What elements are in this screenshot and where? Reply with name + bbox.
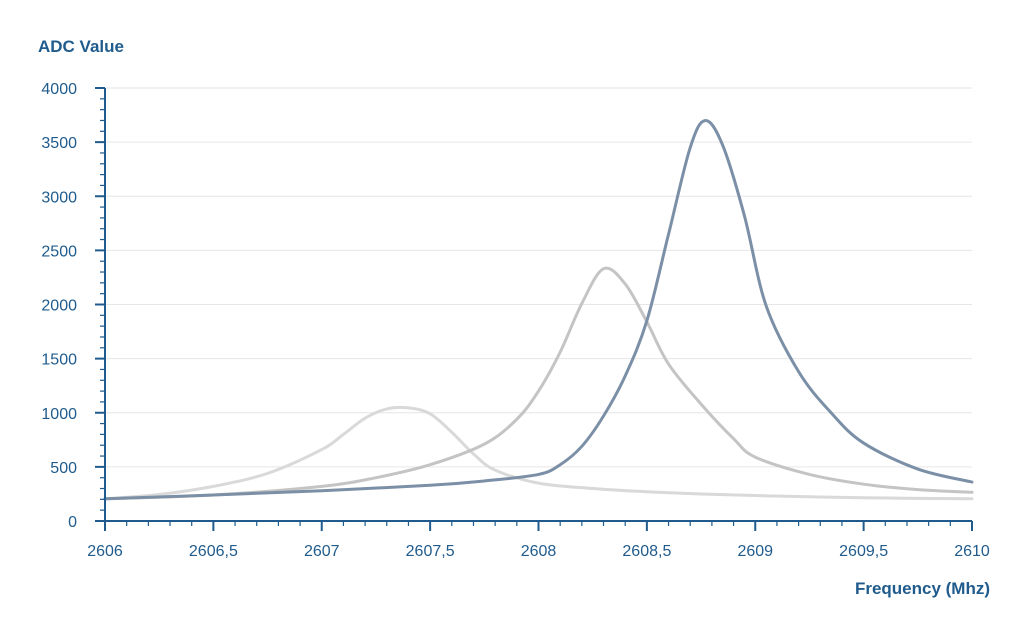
x-tick-label: 2606 — [87, 543, 123, 560]
y-tick-label: 4000 — [41, 81, 77, 98]
series-line-resonance-peak-2608.3 — [103, 266, 974, 501]
y-tick-label: 2500 — [41, 243, 77, 260]
y-axis-title: ADC Value — [38, 37, 124, 56]
grid — [105, 87, 972, 468]
series-line-resonance-peak-2607.4 — [103, 405, 974, 501]
y-tick-label: 1500 — [41, 352, 77, 369]
series-line-resonance-peak-2608.8 — [103, 118, 974, 501]
x-tick-label: 2606,5 — [189, 543, 238, 560]
x-tick-label: 2608 — [521, 543, 557, 560]
x-tick-label: 2609,5 — [839, 543, 888, 560]
y-tick-label: 3000 — [41, 189, 77, 206]
y-tick-label: 1000 — [41, 406, 77, 423]
x-axis-title: Frequency (Mhz) — [855, 579, 990, 598]
x-tick-label: 2609 — [737, 543, 773, 560]
series-group — [103, 118, 974, 501]
x-tick-label: 2607,5 — [406, 543, 455, 560]
y-tick-label: 2000 — [41, 298, 77, 315]
y-tick-label: 3500 — [41, 135, 77, 152]
x-tick-label: 2607 — [304, 543, 340, 560]
ticks: 2606 2606,5 2607 2607,5 2608 2608,5 2609 2609,5… — [41, 81, 989, 560]
x-tick-label: 2610 — [954, 543, 990, 560]
x-tick-label: 2608,5 — [622, 543, 671, 560]
y-tick-label: 500 — [50, 460, 77, 477]
y-tick-label: 0 — [68, 514, 77, 531]
